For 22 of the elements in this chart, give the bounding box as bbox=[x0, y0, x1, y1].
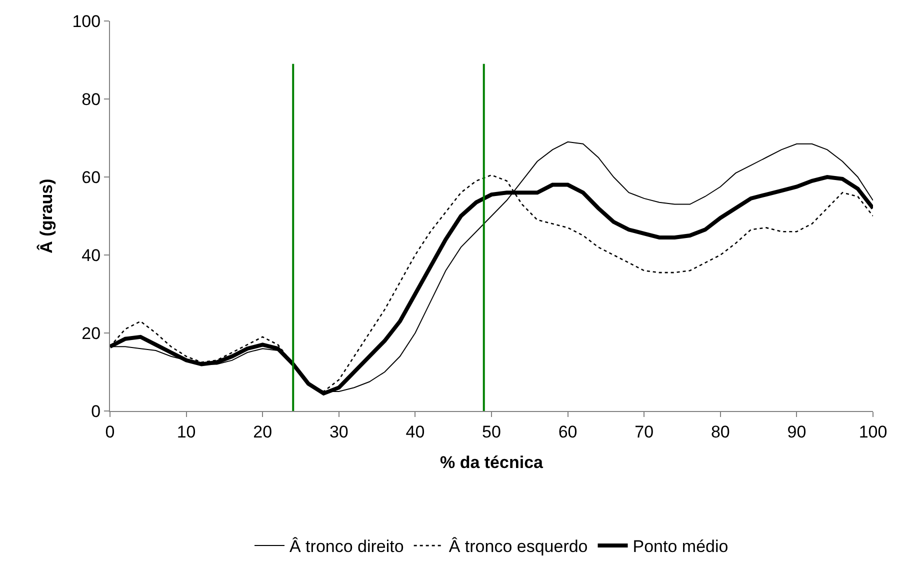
y-tick-label: 100 bbox=[72, 12, 101, 31]
y-tick-label: 80 bbox=[82, 90, 101, 109]
legend-label: Â tronco esquerdo bbox=[448, 537, 588, 556]
y-tick-label: 40 bbox=[82, 246, 101, 265]
x-tick-label: 40 bbox=[406, 422, 425, 442]
x-tick-label: 60 bbox=[558, 422, 578, 442]
x-tick-label: 90 bbox=[787, 422, 806, 442]
x-tick-label: 10 bbox=[176, 422, 196, 442]
x-tick-label: 0 bbox=[105, 422, 115, 442]
x-tick-label: 20 bbox=[253, 422, 272, 442]
x-tick-label: 80 bbox=[710, 422, 730, 442]
y-tick-label: 20 bbox=[82, 324, 101, 343]
x-tick-label: 70 bbox=[634, 422, 654, 442]
x-tick-label: 30 bbox=[329, 422, 348, 442]
x-tick-label: 100 bbox=[858, 422, 888, 442]
legend-label: Ponto médio bbox=[632, 537, 728, 556]
y-axis-title: Â (graus) bbox=[36, 178, 56, 254]
y-tick-label: 60 bbox=[82, 168, 101, 187]
y-tick-label: 0 bbox=[91, 402, 101, 421]
x-axis-title: % da técnica bbox=[440, 452, 544, 472]
legend-label: Â tronco direito bbox=[290, 537, 404, 556]
x-tick-label: 50 bbox=[482, 422, 501, 442]
